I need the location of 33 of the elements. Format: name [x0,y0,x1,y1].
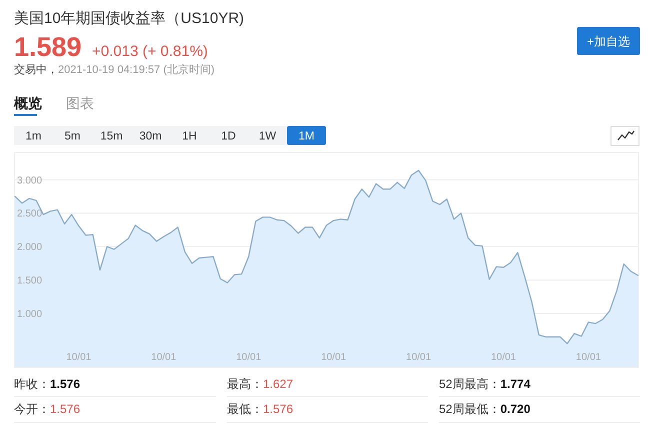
time-range-button: 1D [209,126,248,145]
x-tick-label: 10/01 [406,352,432,363]
x-tick-label: 10/01 [236,352,262,363]
x-tick-label: 10/01 [490,352,516,363]
x-tick-label: 10/01 [151,352,177,363]
text: 今开：1.576 [14,402,80,416]
text: +0.013 (+ 0.81%) [92,43,208,60]
x-tick-label: 10/01 [576,352,602,363]
text: 昨收：1.576 [14,377,80,391]
chart-title: 美国10年期国债收益率（US10YR) [14,10,244,27]
time-range-button: 30m [131,126,170,145]
x-tick-label: 10/01 [66,352,92,363]
time-range-button: 15m [92,126,131,145]
text: 最高：1.627 [227,377,294,391]
time-range-button: 1W [248,126,287,145]
y-tick-label: 1.000 [17,309,42,320]
add-button: +加自选 [577,27,640,55]
text: 1.589 [14,32,82,62]
y-tick-label: 2.000 [17,242,42,254]
text: 图表 [66,95,94,111]
y-tick-label: 1.500 [17,276,42,287]
time-range-button: 1H [170,126,209,145]
time-range-button: 1M [287,126,326,145]
text: 最低：1.576 [227,402,294,416]
text: 交易中，2021-10-19 04:19:57 (北京时间) [14,63,215,76]
text: 52周最低：0.720 [439,402,531,416]
text: 52周最高：1.774 [439,377,531,391]
y-tick-label: 2.500 [17,208,42,220]
time-range-button: 1m [14,126,53,145]
text: 概览 [13,95,42,111]
time-range-button: 5m [53,126,92,145]
x-tick-label: 10/01 [321,352,347,363]
y-tick-label: 3.000 [17,175,42,186]
